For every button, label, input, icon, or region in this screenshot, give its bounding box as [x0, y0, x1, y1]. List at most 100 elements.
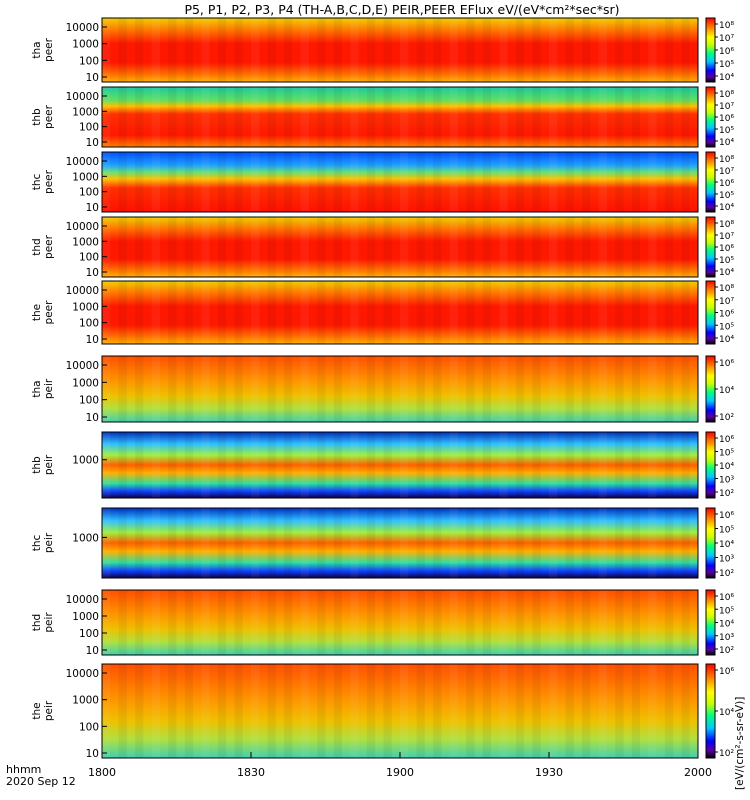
heatmap-texture	[102, 152, 111, 212]
heatmap-texture	[615, 356, 624, 422]
colorbar-tick-label: 10⁶	[719, 511, 734, 521]
heatmap-texture	[184, 87, 194, 147]
heatmap-texture	[184, 152, 194, 212]
heatmap-texture	[664, 18, 674, 82]
y-axis-label: thcpeer	[31, 169, 55, 194]
heatmap-texture	[366, 281, 376, 344]
heatmap-texture	[350, 432, 359, 498]
heatmap-texture	[135, 18, 144, 82]
y-axis-label-probe: thc	[31, 174, 43, 191]
heatmap-texture	[466, 152, 475, 212]
y-axis-label-probe: the	[31, 702, 43, 719]
heatmap-texture	[664, 356, 674, 422]
heatmap-texture	[482, 590, 492, 655]
heatmap-texture	[433, 87, 442, 147]
colorbar-tick-label: 10⁸	[719, 90, 734, 100]
heatmap-texture	[400, 508, 409, 578]
heatmap-texture	[582, 87, 591, 147]
heatmap-texture	[317, 432, 326, 498]
y-tick-label: 1000	[72, 455, 99, 467]
y-tick-label: 10000	[66, 285, 99, 297]
heatmap-texture	[400, 432, 409, 498]
heatmap-texture	[284, 664, 293, 758]
heatmap-texture	[184, 281, 194, 344]
heatmap-texture	[201, 432, 210, 498]
heatmap-texture	[251, 281, 260, 344]
heatmap-texture	[416, 152, 425, 212]
plot-frame-thb-peer	[101, 86, 699, 148]
heatmap-texture	[532, 217, 541, 277]
heatmap-texture	[118, 664, 127, 758]
colorbar-thd-peer	[705, 216, 716, 278]
heatmap-texture	[102, 87, 111, 147]
y-axis-label-probe: thd	[31, 614, 43, 631]
heatmap-texture	[234, 152, 243, 212]
y-tick-label: 1000	[72, 106, 99, 118]
colorbar-tick-label: 10³	[719, 633, 734, 643]
colorbar-tick-label: 10⁵	[719, 191, 734, 201]
heatmap-texture	[648, 87, 657, 147]
heatmap-texture	[482, 664, 492, 758]
heatmap-texture	[416, 664, 425, 758]
heatmap-texture	[532, 152, 541, 212]
heatmap-texture	[532, 590, 541, 655]
heatmap-texture	[433, 432, 442, 498]
colorbar-tick-label: 10⁵	[719, 526, 734, 536]
heatmap-texture	[532, 356, 541, 422]
y-axis-label: thapeer	[31, 37, 55, 62]
heatmap-texture	[565, 432, 574, 498]
y-axis-label-probe: tha	[31, 41, 43, 58]
y-tick-label: 100	[79, 721, 99, 733]
heatmap-texture	[565, 87, 574, 147]
heatmap-texture	[284, 432, 293, 498]
heatmap-texture	[284, 152, 293, 212]
heatmap-texture	[416, 432, 425, 498]
heatmap-texture	[102, 508, 111, 578]
y-tick-label: 10	[86, 267, 99, 279]
heatmap-texture	[615, 87, 624, 147]
heatmap-texture	[168, 356, 177, 422]
heatmap-texture	[532, 281, 541, 344]
heatmap-texture	[433, 590, 442, 655]
heatmap-texture	[217, 18, 227, 82]
heatmap-texture	[317, 152, 326, 212]
heatmap-texture	[598, 508, 607, 578]
heatmap-texture	[300, 508, 309, 578]
heatmap-texture	[201, 590, 210, 655]
heatmap-texture	[449, 356, 458, 422]
heatmap-texture	[615, 664, 624, 758]
heatmap-texture	[267, 217, 276, 277]
heatmap-texture	[416, 18, 425, 82]
colorbar-tick-label: 10⁵	[719, 60, 734, 70]
heatmap-texture	[416, 356, 425, 422]
panel-thc-peir: 1000 thcpeir 10² 10³ 10⁴ 10⁵ 10⁶	[31, 507, 734, 579]
heatmap-texture	[350, 508, 359, 578]
heatmap-texture	[201, 18, 210, 82]
y-tick-label: 10	[86, 137, 99, 149]
heatmap-texture	[582, 152, 591, 212]
colorbar-tick-label: 10⁶	[719, 593, 734, 603]
heatmap-texture	[217, 87, 227, 147]
plot-frame-thb-peir	[101, 431, 699, 499]
heatmap-texture	[366, 217, 376, 277]
heatmap-texture	[118, 281, 127, 344]
heatmap-texture	[300, 356, 309, 422]
heatmap-texture	[400, 152, 409, 212]
y-tick-label: 10	[86, 72, 99, 84]
heatmap-texture	[598, 281, 607, 344]
heatmap-texture	[333, 508, 343, 578]
heatmap-texture	[234, 508, 243, 578]
heatmap-texture	[300, 152, 309, 212]
heatmap-texture	[201, 152, 210, 212]
heatmap-texture	[515, 508, 525, 578]
heatmap-texture	[135, 281, 144, 344]
heatmap-texture	[466, 590, 475, 655]
heatmap-texture	[499, 87, 508, 147]
colorbar-thc-peer	[705, 151, 716, 213]
heatmap-texture	[300, 217, 309, 277]
panel-thb-peer: 10 100 1000 10000 thbpeer 10⁴ 10⁵ 10⁶ 10⁷ 10⁸	[31, 86, 734, 149]
heatmap-texture	[416, 217, 425, 277]
heatmap-thb-peir	[102, 432, 698, 498]
panel-tha-peer: 10 100 1000 10000 thapeer 10⁴ 10⁵ 10⁶ 10⁷ 10⁸	[31, 17, 734, 84]
heatmap-texture	[598, 664, 607, 758]
